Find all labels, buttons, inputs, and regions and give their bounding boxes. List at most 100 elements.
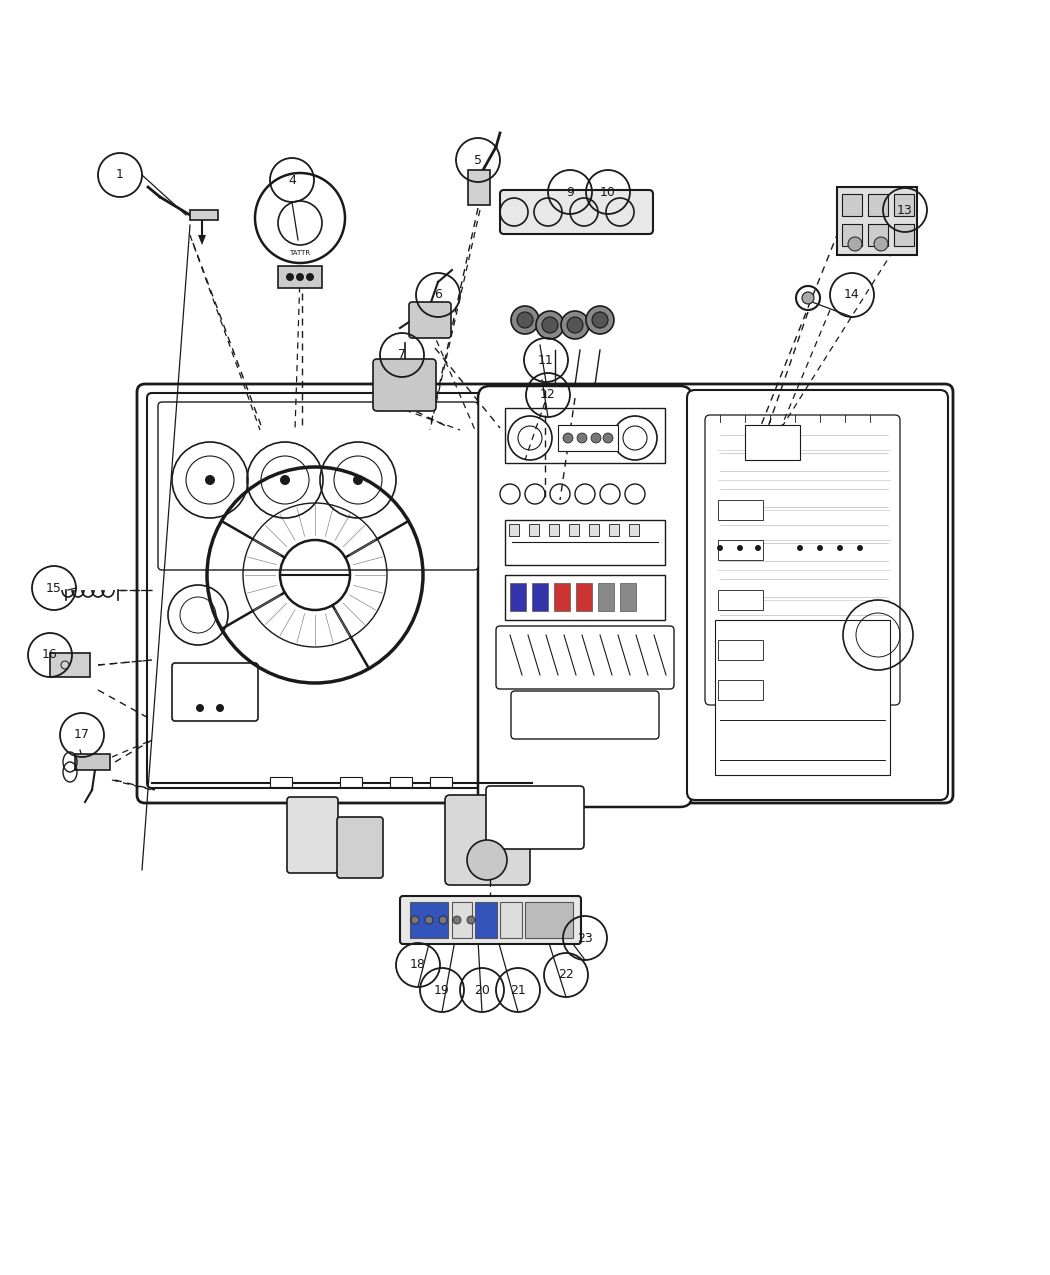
Circle shape [411, 915, 419, 924]
Text: 7: 7 [398, 348, 406, 362]
Bar [500, 901, 522, 938]
Bar [746, 425, 800, 460]
Circle shape [561, 311, 589, 339]
Circle shape [196, 704, 204, 711]
Bar [894, 224, 914, 246]
Bar [270, 776, 292, 787]
Circle shape [802, 292, 814, 303]
Bar [410, 901, 448, 938]
Circle shape [542, 317, 558, 333]
FancyBboxPatch shape [500, 190, 653, 235]
Circle shape [603, 434, 613, 442]
Text: 5: 5 [474, 153, 482, 167]
Text: 9: 9 [566, 185, 574, 199]
Bar [558, 425, 618, 451]
Circle shape [425, 915, 433, 924]
Circle shape [467, 840, 507, 880]
Bar [718, 541, 763, 560]
Circle shape [837, 544, 843, 551]
Text: 13: 13 [897, 204, 912, 217]
FancyBboxPatch shape [287, 797, 338, 873]
Bar [837, 187, 917, 255]
Bar [529, 524, 539, 536]
FancyBboxPatch shape [445, 796, 530, 885]
Bar [190, 210, 218, 221]
Text: 19: 19 [434, 983, 449, 997]
Bar [718, 680, 763, 700]
Bar [842, 224, 862, 246]
FancyBboxPatch shape [158, 402, 478, 570]
Text: 14: 14 [844, 288, 860, 301]
Circle shape [591, 434, 601, 442]
Text: 17: 17 [75, 728, 90, 742]
Circle shape [306, 273, 314, 281]
Polygon shape [198, 235, 206, 245]
Bar [549, 524, 559, 536]
Bar [868, 224, 888, 246]
Bar [532, 583, 548, 611]
Bar [505, 575, 665, 620]
Text: 23: 23 [578, 932, 593, 945]
Bar [868, 194, 888, 215]
Bar [718, 590, 763, 609]
Circle shape [737, 544, 743, 551]
Bar [894, 194, 914, 215]
Circle shape [874, 237, 888, 251]
Bar [554, 583, 570, 611]
Bar [609, 524, 620, 536]
Bar [505, 520, 665, 565]
Circle shape [536, 311, 564, 339]
Bar [75, 754, 110, 770]
FancyBboxPatch shape [172, 663, 258, 720]
Bar [452, 901, 472, 938]
Circle shape [857, 544, 863, 551]
Circle shape [511, 306, 539, 334]
FancyBboxPatch shape [136, 384, 953, 803]
Text: TATTR: TATTR [290, 250, 311, 256]
Circle shape [797, 544, 803, 551]
Bar [430, 776, 452, 787]
FancyBboxPatch shape [486, 785, 584, 849]
Text: 18: 18 [411, 959, 426, 972]
FancyBboxPatch shape [147, 393, 487, 788]
Circle shape [586, 306, 614, 334]
FancyBboxPatch shape [687, 390, 948, 799]
FancyBboxPatch shape [511, 691, 659, 740]
Text: 21: 21 [510, 983, 526, 997]
Bar [598, 583, 614, 611]
Text: 1: 1 [117, 168, 124, 181]
Bar [525, 901, 573, 938]
Circle shape [755, 544, 761, 551]
Text: 4: 4 [288, 173, 296, 186]
FancyBboxPatch shape [337, 817, 383, 878]
Text: 12: 12 [540, 389, 555, 402]
Circle shape [592, 312, 608, 328]
Circle shape [717, 544, 723, 551]
Text: 6: 6 [434, 288, 442, 301]
Text: 11: 11 [538, 353, 554, 366]
FancyBboxPatch shape [373, 360, 436, 411]
Circle shape [567, 317, 583, 333]
FancyBboxPatch shape [410, 302, 452, 338]
Text: 16: 16 [42, 649, 58, 662]
Text: 10: 10 [600, 185, 616, 199]
Text: 20: 20 [474, 983, 490, 997]
Bar [620, 583, 636, 611]
FancyBboxPatch shape [496, 626, 674, 688]
Circle shape [517, 312, 533, 328]
Bar [468, 170, 490, 205]
Circle shape [216, 704, 224, 711]
Bar [505, 408, 665, 463]
Bar [718, 640, 763, 660]
Bar [842, 194, 862, 215]
FancyBboxPatch shape [400, 896, 581, 944]
Bar [390, 776, 412, 787]
Circle shape [353, 476, 363, 484]
Circle shape [563, 434, 573, 442]
Bar [50, 653, 90, 677]
Text: 22: 22 [559, 969, 574, 982]
Bar [340, 776, 362, 787]
Bar [589, 524, 598, 536]
Bar [576, 583, 592, 611]
Bar [718, 500, 763, 520]
